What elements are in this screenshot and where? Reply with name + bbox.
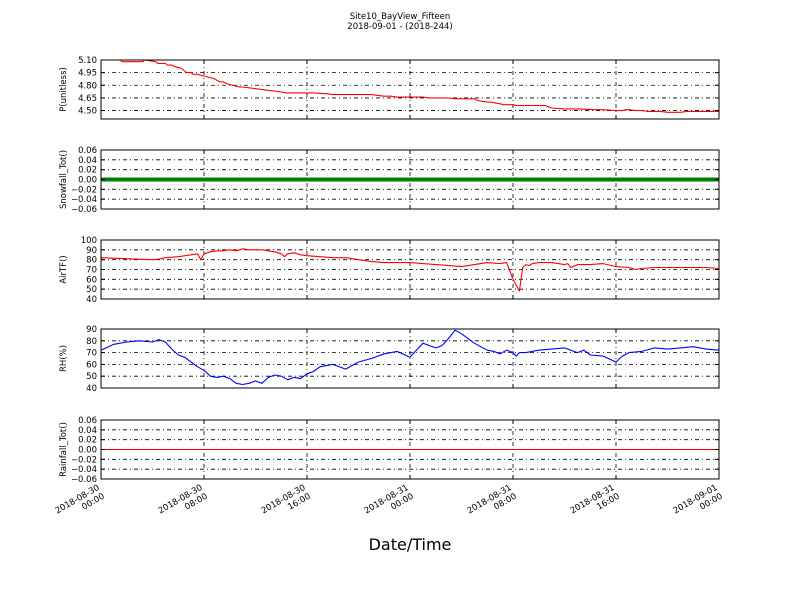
y-tick-label: 90 — [86, 246, 97, 256]
y-tick-label: 4.50 — [78, 107, 97, 117]
y-tick-label: −0.04 — [71, 465, 97, 475]
x-tick-label: 2018-08-3108:00 — [466, 483, 519, 525]
y-tick-label: −0.06 — [71, 475, 97, 485]
y-tick-label: 50 — [86, 285, 97, 295]
y-tick-label: 4.95 — [78, 69, 97, 79]
y-tick-label: 0.04 — [78, 156, 97, 166]
y-tick-label: 0.02 — [78, 436, 97, 446]
y-tick-label: −0.04 — [71, 195, 97, 205]
x-tick-label: 2018-08-3116:00 — [569, 483, 622, 525]
chart-subtitle: 2018-09-01 - (2018-244) — [347, 22, 452, 32]
y-tick-label: 90 — [86, 325, 97, 335]
x-tick-label: 2018-08-3000:00 — [54, 483, 107, 525]
y-tick-label: 70 — [86, 349, 97, 359]
y-axis-label: RH(%) — [59, 345, 69, 372]
x-tick-label: 2018-08-3008:00 — [157, 483, 210, 525]
panels: 4.504.654.804.955.10P(unitless)−0.06−0.0… — [59, 56, 720, 485]
x-tick-label: 2018-08-3016:00 — [260, 483, 313, 525]
y-tick-label: 50 — [86, 372, 97, 382]
x-tick-labels: 2018-08-3000:00 2018-08-3008:00 2018-08-30… — [54, 483, 725, 525]
y-axis-label: Snowfall_Tot() — [59, 150, 69, 209]
y-tick-label: −0.02 — [71, 455, 97, 465]
series-line — [101, 59, 719, 113]
y-tick-label: 0.00 — [78, 176, 97, 186]
y-tick-label: −0.06 — [71, 205, 97, 215]
y-tick-label: 100 — [81, 236, 97, 246]
y-axis-label: AirTF() — [59, 255, 69, 283]
subplot-2: −0.06−0.04−0.020.000.020.040.06 Snowfall_… — [59, 146, 720, 215]
subplot-1: 4.50 4.65 4.80 4.95 5.10 P(unitless) — [59, 56, 720, 120]
x-tick-label: 2018-08-3100:00 — [363, 483, 416, 525]
y-tick-label: 5.10 — [78, 56, 97, 66]
y-tick-label: 70 — [86, 266, 97, 276]
chart-title: Site10_BayView_Fifteen — [350, 12, 451, 22]
subplot-5: −0.06−0.04−0.020.000.020.040.06 Rainfall_… — [59, 416, 720, 485]
y-tick-label: 0.06 — [78, 416, 97, 426]
y-tick-label: 0.06 — [78, 146, 97, 156]
y-tick-label: 4.65 — [78, 94, 97, 104]
y-tick-label: 40 — [86, 295, 97, 305]
y-tick-label: 80 — [86, 337, 97, 347]
y-tick-label: 0.04 — [78, 426, 97, 436]
series-line — [100, 248, 720, 292]
y-axis-label: Rainfall_Tot() — [59, 422, 69, 477]
x-tick-label: 2018-09-0100:00 — [672, 483, 725, 525]
y-tick-label: 60 — [86, 360, 97, 370]
x-axis-label: Date/Time — [369, 535, 452, 554]
y-tick-label: 80 — [86, 256, 97, 266]
y-tick-label: 60 — [86, 275, 97, 285]
y-tick-label: 40 — [86, 384, 97, 394]
y-tick-label: 0.02 — [78, 166, 97, 176]
y-tick-label: −0.02 — [71, 185, 97, 195]
y-tick-label: 4.80 — [78, 81, 97, 91]
series-line — [100, 329, 720, 386]
y-tick-label: 0.00 — [78, 446, 97, 456]
y-axis-label: P(unitless) — [59, 67, 69, 112]
